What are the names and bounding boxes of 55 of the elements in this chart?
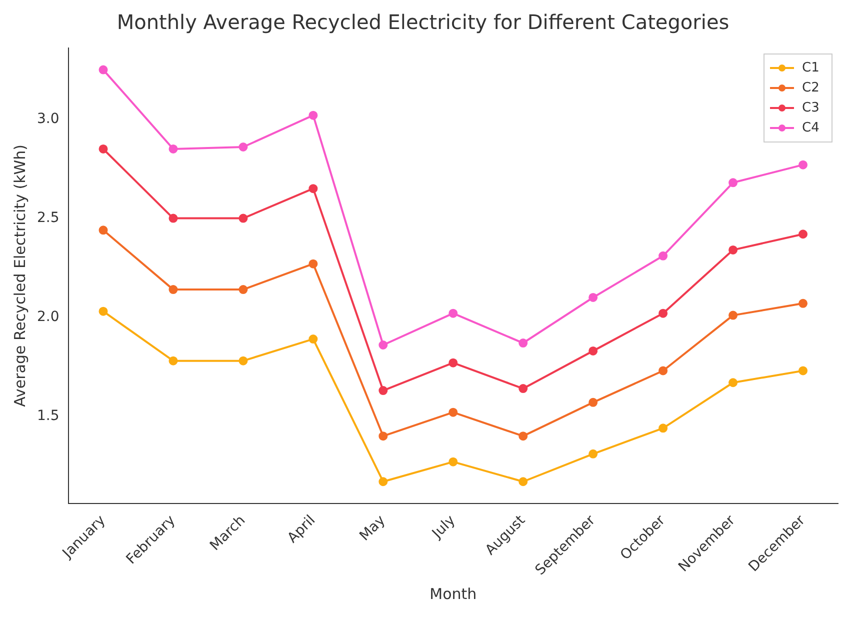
point <box>448 358 458 368</box>
point <box>98 226 108 235</box>
point <box>728 310 738 320</box>
point <box>518 384 528 394</box>
point <box>658 308 668 318</box>
chart-title: Monthly Average Recycled Electricity for Different Categories <box>116 10 730 34</box>
point <box>798 366 808 376</box>
point <box>168 144 178 154</box>
y-tick-label: 1.5 <box>37 408 60 424</box>
point <box>378 386 388 396</box>
point <box>238 214 248 223</box>
y-tick-label: 2.5 <box>37 210 60 226</box>
point <box>448 308 458 318</box>
point <box>518 477 528 486</box>
point <box>168 214 178 223</box>
point <box>308 184 318 194</box>
point <box>798 160 808 170</box>
point <box>588 292 598 302</box>
point <box>378 340 388 350</box>
point <box>378 432 388 441</box>
point <box>98 65 108 74</box>
point <box>728 378 738 388</box>
point <box>308 334 318 344</box>
point <box>378 477 388 486</box>
point <box>728 245 738 254</box>
y-tick-label: 3.0 <box>37 110 60 127</box>
point <box>518 338 528 348</box>
legend-label: C4 <box>802 120 820 136</box>
point <box>448 408 458 417</box>
point <box>798 298 808 308</box>
point <box>658 366 668 376</box>
y-axis-title: Average Recycled Electricity (kWh) <box>10 144 29 407</box>
legend-label: C2 <box>802 80 820 96</box>
point <box>798 230 808 239</box>
point <box>518 432 528 441</box>
y-tick-label: 2.0 <box>37 308 60 325</box>
point <box>98 144 108 154</box>
point <box>448 457 458 466</box>
legend-label: C1 <box>802 60 820 76</box>
point <box>238 142 248 152</box>
point <box>308 259 318 268</box>
point <box>98 306 108 316</box>
point <box>588 449 598 458</box>
point <box>308 110 318 120</box>
point <box>588 346 598 356</box>
point <box>728 178 738 188</box>
x-axis-title: Month <box>430 584 477 603</box>
point <box>168 356 178 366</box>
legend-label: C3 <box>802 100 820 116</box>
point <box>238 285 248 294</box>
point <box>658 424 668 433</box>
point <box>238 356 248 366</box>
point <box>658 251 668 260</box>
point <box>588 398 598 407</box>
point <box>168 285 178 294</box>
